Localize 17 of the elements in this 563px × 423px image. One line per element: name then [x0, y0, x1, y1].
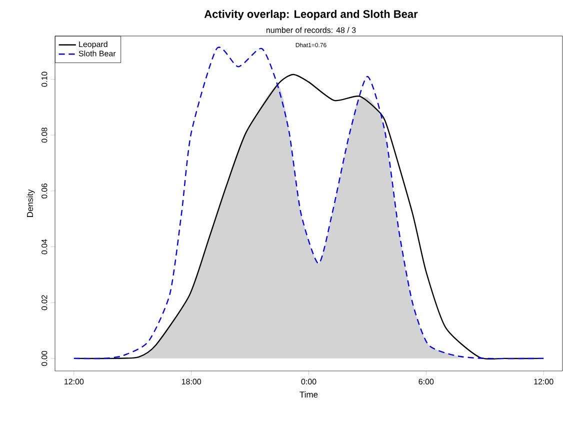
- x-axis-title: Time: [300, 391, 318, 398]
- y-tick-label: 0.00: [42, 350, 48, 366]
- x-tick-label: 18:00: [182, 378, 202, 384]
- y-tick-label: 0.04: [42, 239, 48, 254]
- y-tick-label: 0.08: [42, 128, 48, 143]
- y-tick-label: 0.02: [42, 295, 48, 310]
- x-tick-label: 6:00: [418, 378, 434, 384]
- x-tick-label: 0:00: [301, 378, 316, 384]
- y-axis-title: Density: [26, 189, 35, 217]
- y-tick-label: 0.06: [42, 184, 48, 198]
- chart-title: Activity overlap: Leopard and Sloth Bear: [204, 10, 418, 20]
- chart-subtitle: number of records: 48 / 3: [266, 27, 356, 33]
- x-tick-label: 12:00: [534, 378, 554, 384]
- legend-label: Leopard: [79, 41, 108, 49]
- legend-label: Sloth Bear: [78, 50, 116, 56]
- y-tick-label: 0.10: [42, 72, 48, 87]
- x-tick-label: 12:00: [64, 378, 84, 384]
